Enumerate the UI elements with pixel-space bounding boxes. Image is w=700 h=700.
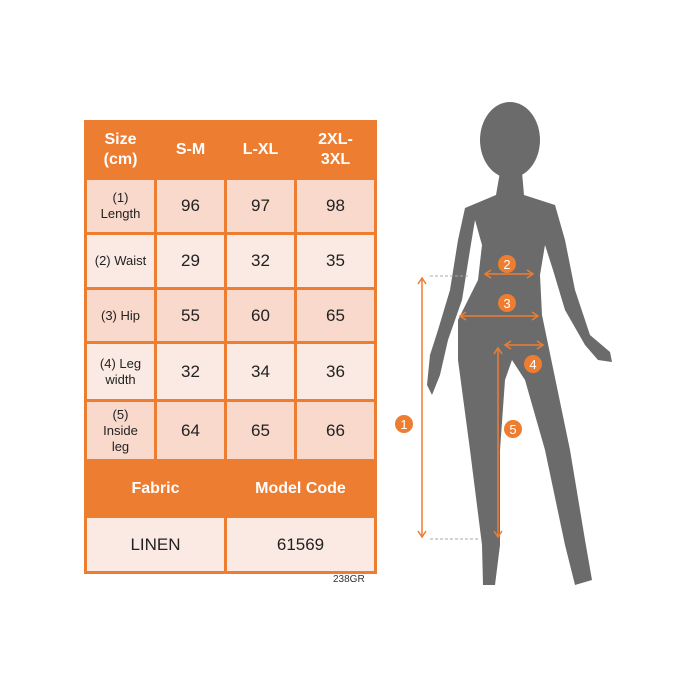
header-row: Size (cm) S-M L-XL 2XL- 3XL bbox=[84, 120, 377, 180]
fabric-value: LINEN bbox=[84, 515, 227, 574]
fabric-header-row: Fabric Model Code bbox=[84, 459, 377, 518]
cell: 97 bbox=[224, 177, 297, 235]
header-s-m: S-M bbox=[154, 120, 227, 180]
header-size: Size (cm) bbox=[84, 120, 157, 180]
cell: 35 bbox=[294, 232, 377, 290]
table-row: (3) Hip 55 60 65 bbox=[84, 287, 377, 344]
table-row: (5) Inside leg 64 65 66 bbox=[84, 399, 377, 462]
cell: 65 bbox=[224, 399, 297, 462]
cell: 36 bbox=[294, 341, 377, 402]
markers: 1 2 3 4 5 bbox=[395, 255, 542, 438]
row-label: (2) Waist bbox=[84, 232, 157, 290]
row-label: (4) Leg width bbox=[84, 341, 157, 402]
marker-5: 5 bbox=[509, 422, 516, 437]
cell: 34 bbox=[224, 341, 297, 402]
cell: 64 bbox=[154, 399, 227, 462]
marker-4: 4 bbox=[529, 357, 536, 372]
cell: 29 bbox=[154, 232, 227, 290]
cell: 60 bbox=[224, 287, 297, 344]
header-2xl-3xl: 2XL- 3XL bbox=[294, 120, 377, 180]
cell: 32 bbox=[224, 232, 297, 290]
fabric-header: Fabric bbox=[84, 459, 227, 518]
silhouette bbox=[427, 102, 612, 585]
cell: 55 bbox=[154, 287, 227, 344]
row-label: (3) Hip bbox=[84, 287, 157, 344]
header-l-xl: L-XL bbox=[224, 120, 297, 180]
size-chart-table: Size (cm) S-M L-XL 2XL- 3XL (1) Length 96… bbox=[84, 120, 377, 574]
row-label: (1) Length bbox=[84, 177, 157, 235]
product-code: 238GR bbox=[333, 574, 365, 585]
table-row: (1) Length 96 97 98 bbox=[84, 177, 377, 235]
model-code-value: 61569 bbox=[224, 515, 377, 574]
row-label: (5) Inside leg bbox=[84, 399, 157, 462]
cell: 98 bbox=[294, 177, 377, 235]
table-row: (4) Leg width 32 34 36 bbox=[84, 341, 377, 402]
marker-3: 3 bbox=[503, 296, 510, 311]
measure-lines bbox=[417, 269, 545, 539]
table-row: (2) Waist 29 32 35 bbox=[84, 232, 377, 290]
cell: 66 bbox=[294, 399, 377, 462]
guide-lines bbox=[430, 275, 480, 540]
marker-2: 2 bbox=[503, 257, 510, 272]
model-code-header: Model Code bbox=[224, 459, 377, 518]
fabric-row: LINEN 61569 bbox=[84, 515, 377, 574]
marker-1: 1 bbox=[400, 417, 407, 432]
cell: 32 bbox=[154, 341, 227, 402]
cell: 96 bbox=[154, 177, 227, 235]
cell: 65 bbox=[294, 287, 377, 344]
